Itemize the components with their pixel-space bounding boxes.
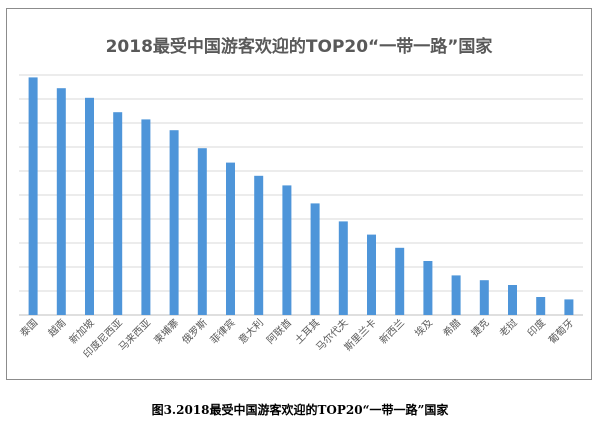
gridlines (19, 74, 583, 316)
bar-2 (56, 88, 66, 315)
bar-5 (141, 119, 151, 316)
bar-17 (479, 280, 489, 315)
category-label-17: 捷克 (468, 316, 491, 339)
bar-15 (423, 261, 433, 315)
category-label-20: 葡萄牙 (546, 316, 576, 346)
bar-9 (254, 175, 264, 315)
bar-6 (169, 130, 179, 315)
category-label-8: 菲律宾 (207, 316, 237, 346)
bar-14 (395, 247, 405, 315)
chart-title: 2018最受中国游客欢迎的TOP20“一带一路”国家 (105, 37, 493, 57)
bar-10 (282, 185, 292, 315)
category-label-19: 印度 (525, 316, 548, 339)
category-label-14: 新西兰 (377, 316, 407, 346)
category-label-10: 阿联酋 (264, 316, 294, 346)
category-label-6: 柬埔寨 (151, 316, 181, 346)
bar-12 (338, 221, 348, 315)
category-label-15: 埃及 (412, 316, 435, 339)
bar-3 (85, 97, 94, 315)
figure-caption: 图3.2018最受中国游客欢迎的TOP20“一带一路”国家 (151, 403, 449, 417)
bar-4 (113, 112, 123, 315)
category-label-2: 越南 (45, 316, 68, 339)
category-label-1: 泰国 (17, 316, 40, 339)
bar-18 (508, 285, 517, 315)
bar-7 (197, 148, 207, 315)
bars (28, 77, 574, 316)
bar-8 (226, 162, 235, 315)
bar-16 (451, 275, 461, 315)
bar-11 (310, 203, 320, 315)
bar-20 (564, 299, 574, 315)
category-label-18: 老挝 (496, 316, 519, 339)
category-label-16: 希腊 (440, 316, 463, 339)
bar-1 (28, 77, 38, 316)
bar-19 (536, 297, 546, 315)
bar-13 (367, 234, 376, 315)
category-label-9: 意大利 (236, 316, 266, 346)
chart-frame: 2018最受中国游客欢迎的TOP20“一带一路”国家 泰国 越南 新加坡 印度尼西亚马… (6, 8, 592, 380)
category-label-7: 俄罗斯 (179, 316, 209, 346)
